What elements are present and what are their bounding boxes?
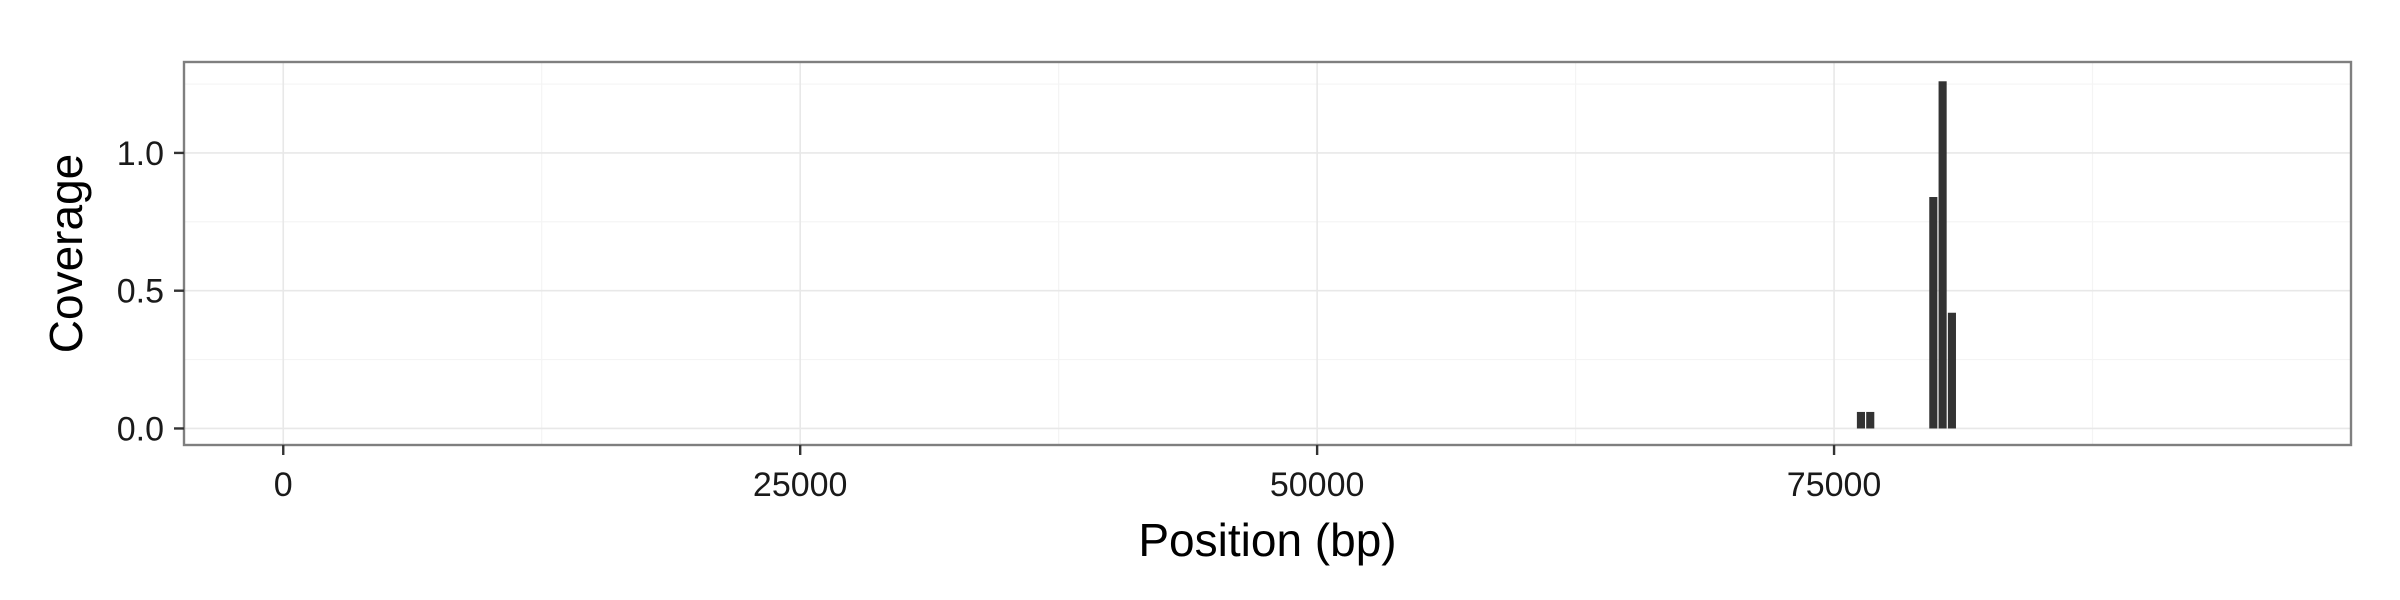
x-axis-tick-label: 25000 [753, 466, 848, 504]
y-axis-tick-label: 0.5 [117, 273, 164, 311]
coverage-bar [1929, 197, 1938, 429]
coverage-bar [1856, 411, 1865, 429]
plot-panel-border [182, 60, 2353, 447]
coverage-bar [1866, 411, 1875, 429]
axis-ticks [174, 151, 1836, 455]
x-axis-tick-label: 50000 [1270, 466, 1365, 504]
plot-panel [184, 62, 2351, 445]
y-axis-tick-labels: 0.0 0.5 1.0 [117, 135, 164, 449]
coverage-bar [1938, 81, 1947, 429]
coverage-bar [1947, 312, 1956, 429]
grid-lines [184, 62, 2351, 445]
x-axis-title: Position (bp) [1138, 514, 1396, 566]
y-axis-tick-label: 0.0 [117, 410, 164, 448]
y-axis-tick-label: 1.0 [117, 135, 164, 173]
x-axis-tick-label: 0 [274, 466, 293, 504]
bars [1856, 81, 1956, 429]
y-axis-title: Coverage [40, 154, 92, 353]
x-axis-tick-labels: 0 25000 50000 75000 [274, 466, 1882, 504]
x-axis-tick-label: 75000 [1787, 466, 1882, 504]
